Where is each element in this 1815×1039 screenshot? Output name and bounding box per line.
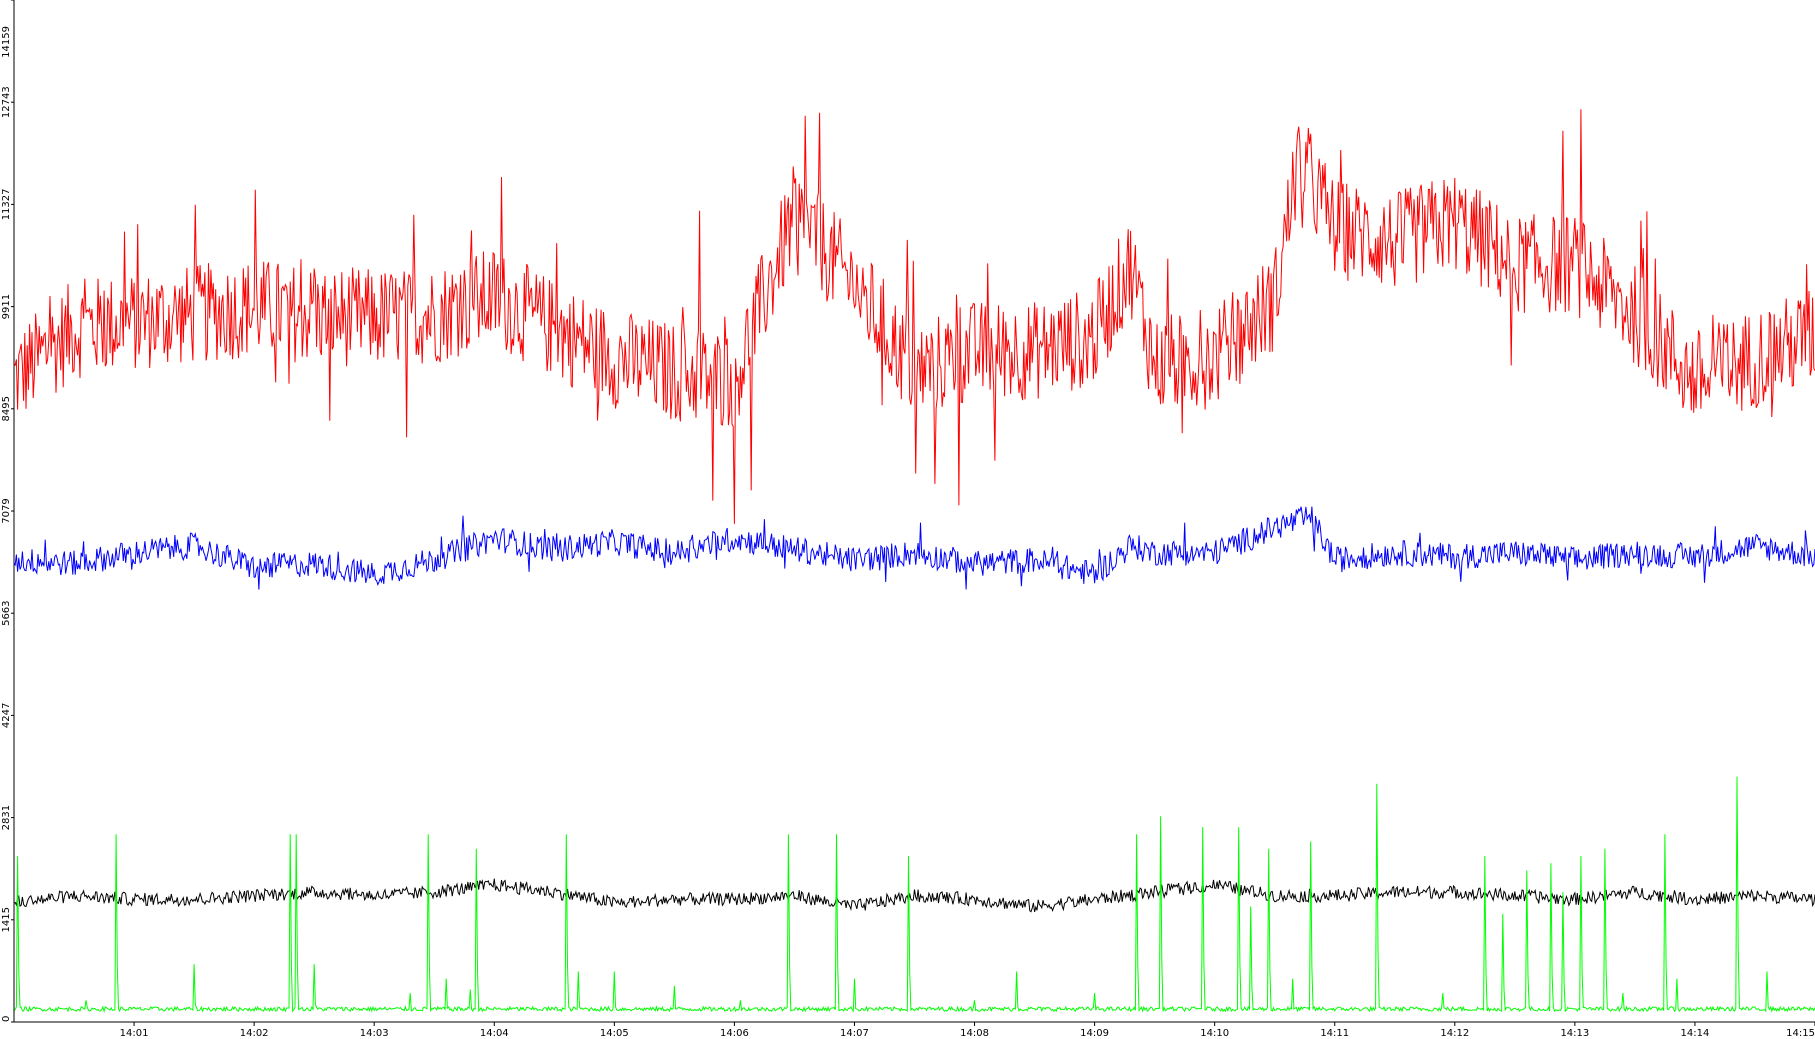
x-tick-label: 14:04	[480, 1028, 509, 1039]
y-tick-label: 1415	[1, 907, 12, 932]
y-tick-labels: 0 1415 2831 4247 5663 7079 8495 9911 11327 12743 1…	[1, 0, 14, 1023]
x-tick-label: 14:15	[1786, 1028, 1815, 1039]
y-tick-label: 5663	[1, 600, 12, 625]
series-0-line	[13, 109, 1815, 524]
x-tick-label: 14:11	[1320, 1028, 1349, 1039]
x-tick-label: 14:13	[1560, 1028, 1589, 1039]
y-tick-label: 0	[1, 1016, 12, 1022]
y-tick-label: 9911	[1, 294, 12, 319]
x-tick-label: 14:05	[600, 1028, 629, 1039]
series-1-line	[13, 506, 1815, 590]
y-tick-label: 14159	[1, 26, 12, 58]
series-2-line	[13, 878, 1815, 913]
series-layer	[13, 109, 1815, 1013]
x-tick-label: 14:14	[1681, 1028, 1710, 1039]
y-tick-label: 7079	[1, 498, 12, 523]
x-tick-label: 14:10	[1200, 1028, 1229, 1039]
x-tick-label: 14:02	[240, 1028, 269, 1039]
y-tick-label: 12743	[1, 86, 12, 118]
x-tick-label: 14:09	[1080, 1028, 1109, 1039]
x-tick-label: 14:07	[840, 1028, 869, 1039]
y-tick-label: 4247	[1, 703, 12, 728]
x-tick-label: 14:06	[720, 1028, 749, 1039]
axes-layer	[13, 0, 1815, 1023]
x-tick-label: 14:01	[120, 1028, 149, 1039]
x-tick-label: 14:03	[360, 1028, 389, 1039]
x-tick-label: 14:12	[1440, 1028, 1469, 1039]
y-tick-label: 11327	[1, 188, 12, 220]
x-tick-label: 14:08	[960, 1028, 989, 1039]
x-tick-labels: 14:01 14:02 14:03 14:04 14:05 14:06 14:07 14:08…	[120, 1022, 1815, 1039]
y-tick-label: 8495	[1, 396, 12, 421]
series-3-line	[13, 776, 1815, 1013]
y-tick-label: 2831	[1, 805, 12, 830]
